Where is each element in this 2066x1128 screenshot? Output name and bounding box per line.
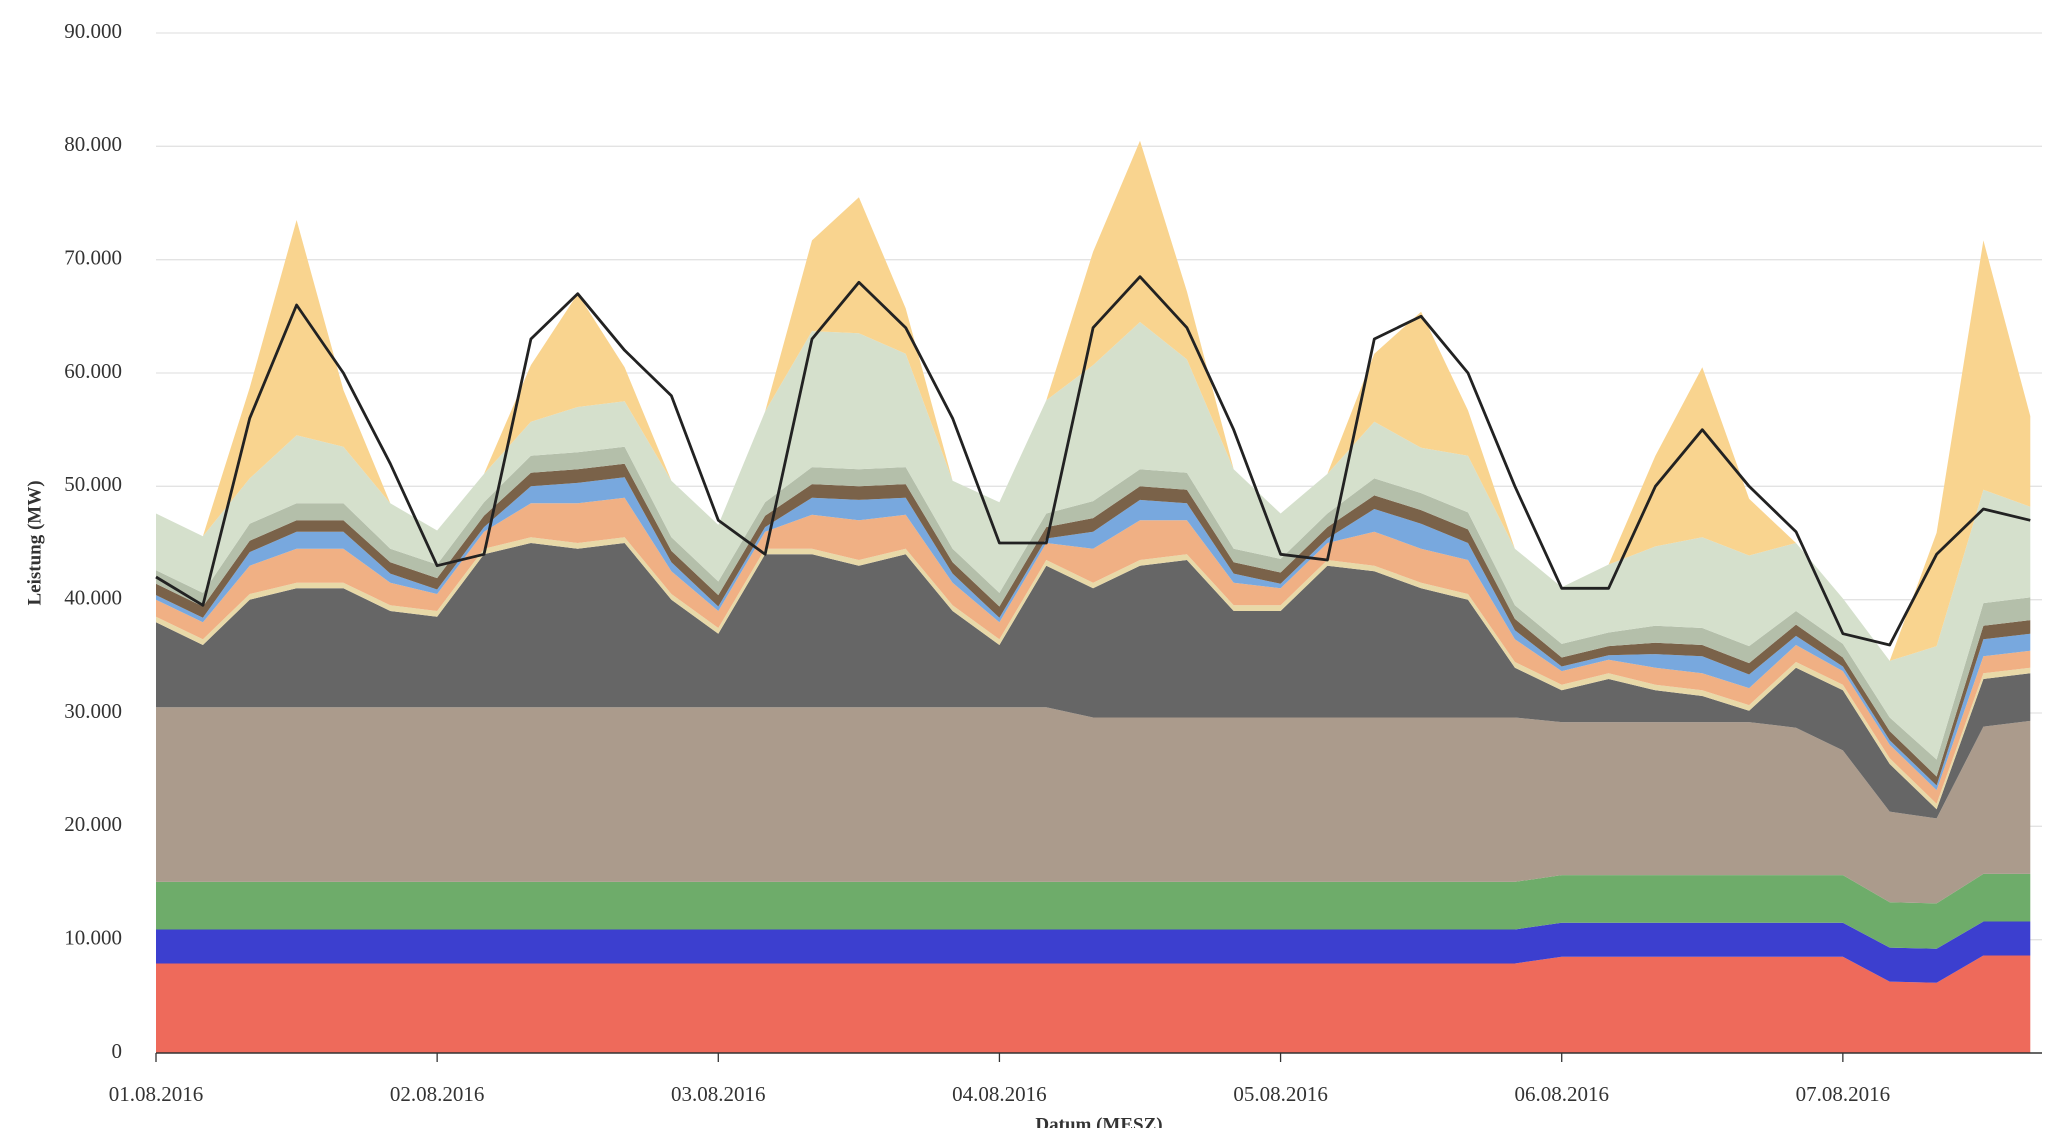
y-tick-label: 60.000 [64,359,122,383]
load-line [155,275,2031,647]
stacked-area [156,707,2031,904]
x-axis-title: Datum (MESZ) [1035,1114,1162,1128]
x-tick-label: 07.08.2016 [1796,1082,1891,1106]
stacked-area [156,921,2031,983]
stacked-area [156,955,2031,1053]
stacked-area [156,497,2031,804]
x-tick-label: 03.08.2016 [671,1082,766,1106]
x-tick-label: 04.08.2016 [952,1082,1047,1106]
y-tick-label: 70.000 [64,245,122,269]
stacked-area [156,446,2031,777]
stacked-area [156,463,2031,786]
stacked-area [156,140,2031,661]
axes: 0 10.000 20.000 30.000 40.000 50.000 60.000 70.… [64,19,2042,1106]
y-tick-label: 80.000 [64,132,122,156]
x-tick-label: 01.08.2016 [109,1082,204,1106]
stacked-area [156,543,2031,819]
x-tick-label: 02.08.2016 [390,1082,485,1106]
stacked-area [156,873,2031,949]
y-tick-label: 90.000 [64,19,122,43]
areas [155,140,2031,1053]
x-tick-label: 05.08.2016 [1233,1082,1328,1106]
y-tick-label: 0 [112,1039,123,1063]
x-tick-label: 06.08.2016 [1514,1082,1609,1106]
y-axis-title: Leistung (MW) [24,480,45,605]
y-tick-label: 50.000 [64,472,122,496]
y-tick-label: 40.000 [64,585,122,609]
y-tick-label: 30.000 [64,699,122,723]
y-tick-label: 20.000 [64,812,122,836]
y-tick-label: 10.000 [64,925,122,949]
stacked-area [156,322,2031,760]
stacked-area [156,477,2031,791]
